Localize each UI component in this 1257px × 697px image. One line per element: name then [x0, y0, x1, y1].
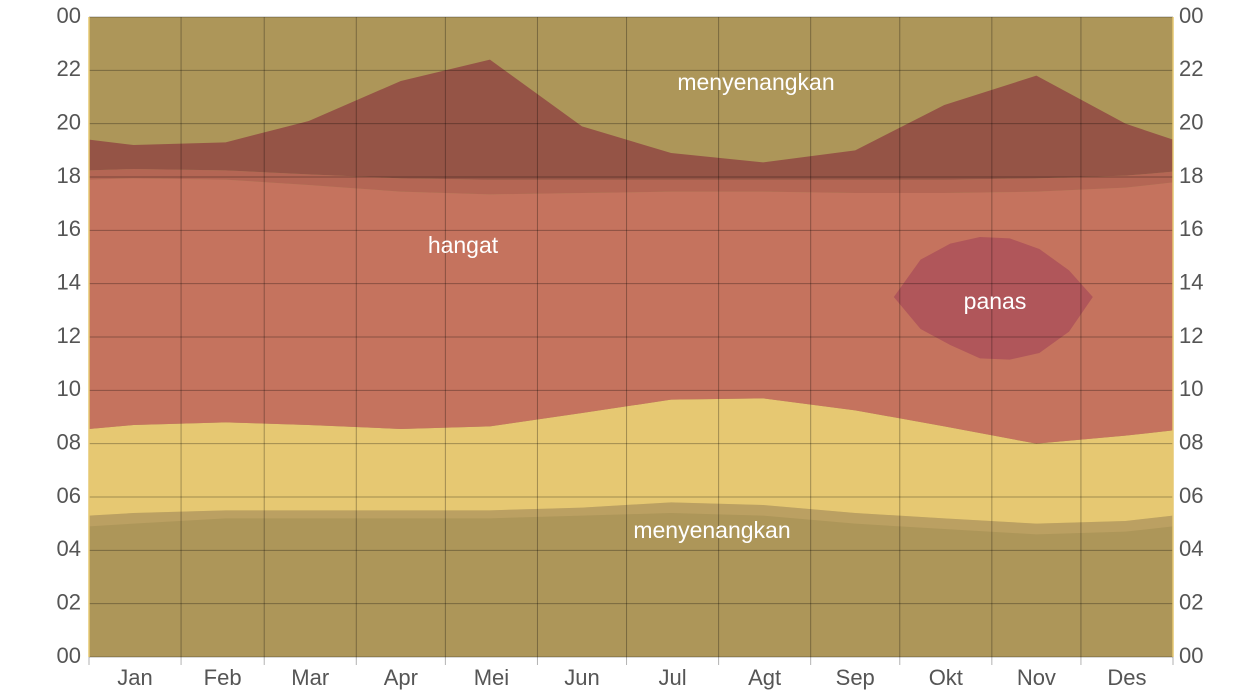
y-tick-label: 12: [57, 323, 81, 348]
y2-tick-label: 12: [1179, 323, 1203, 348]
y2-tick-label: 00: [1179, 3, 1203, 28]
y-tick-label: 04: [57, 536, 81, 561]
y2-tick-label: 04: [1179, 536, 1203, 561]
x-tick-label: Sep: [836, 665, 875, 690]
y-tick-label: 10: [57, 376, 81, 401]
y2-tick-label: 00: [1179, 643, 1203, 668]
x-tick-label: Mei: [474, 665, 509, 690]
y2-tick-label: 08: [1179, 429, 1203, 454]
y-tick-label: 06: [57, 483, 81, 508]
y2-tick-label: 22: [1179, 56, 1203, 81]
y-tick-label: 08: [57, 429, 81, 454]
x-tick-label: Des: [1107, 665, 1146, 690]
y-tick-label: 18: [57, 163, 81, 188]
annotation: hangat: [428, 232, 499, 258]
y2-tick-label: 10: [1179, 376, 1203, 401]
x-tick-label: Jul: [659, 665, 687, 690]
y2-tick-label: 14: [1179, 269, 1203, 294]
band-area: [89, 178, 1173, 444]
band-area: [89, 398, 1173, 524]
y-tick-label: 14: [57, 269, 81, 294]
y2-tick-label: 18: [1179, 163, 1203, 188]
y-tick-label: 22: [57, 56, 81, 81]
x-tick-label: Mar: [291, 665, 329, 690]
y2-tick-label: 20: [1179, 109, 1203, 134]
x-tick-label: Feb: [204, 665, 242, 690]
y-tick-label: 02: [57, 589, 81, 614]
x-tick-label: Apr: [384, 665, 418, 690]
x-tick-label: Jan: [117, 665, 152, 690]
y-tick-label: 20: [57, 109, 81, 134]
band-area: [89, 169, 1173, 195]
x-tick-label: Nov: [1017, 665, 1056, 690]
y-tick-label: 00: [57, 3, 81, 28]
y-tick-label: 00: [57, 643, 81, 668]
y2-tick-label: 02: [1179, 589, 1203, 614]
annotation: menyenangkan: [633, 517, 790, 543]
band-area: [893, 237, 1093, 360]
band-area: [89, 59, 1173, 180]
x-tick-label: Agt: [748, 665, 781, 690]
y2-tick-label: 16: [1179, 216, 1203, 241]
annotation: panas: [964, 288, 1027, 314]
annotation: menyenangkan: [677, 69, 834, 95]
x-tick-label: Jun: [564, 665, 599, 690]
x-tick-label: Okt: [929, 665, 963, 690]
y-tick-label: 16: [57, 216, 81, 241]
y2-tick-label: 06: [1179, 483, 1203, 508]
